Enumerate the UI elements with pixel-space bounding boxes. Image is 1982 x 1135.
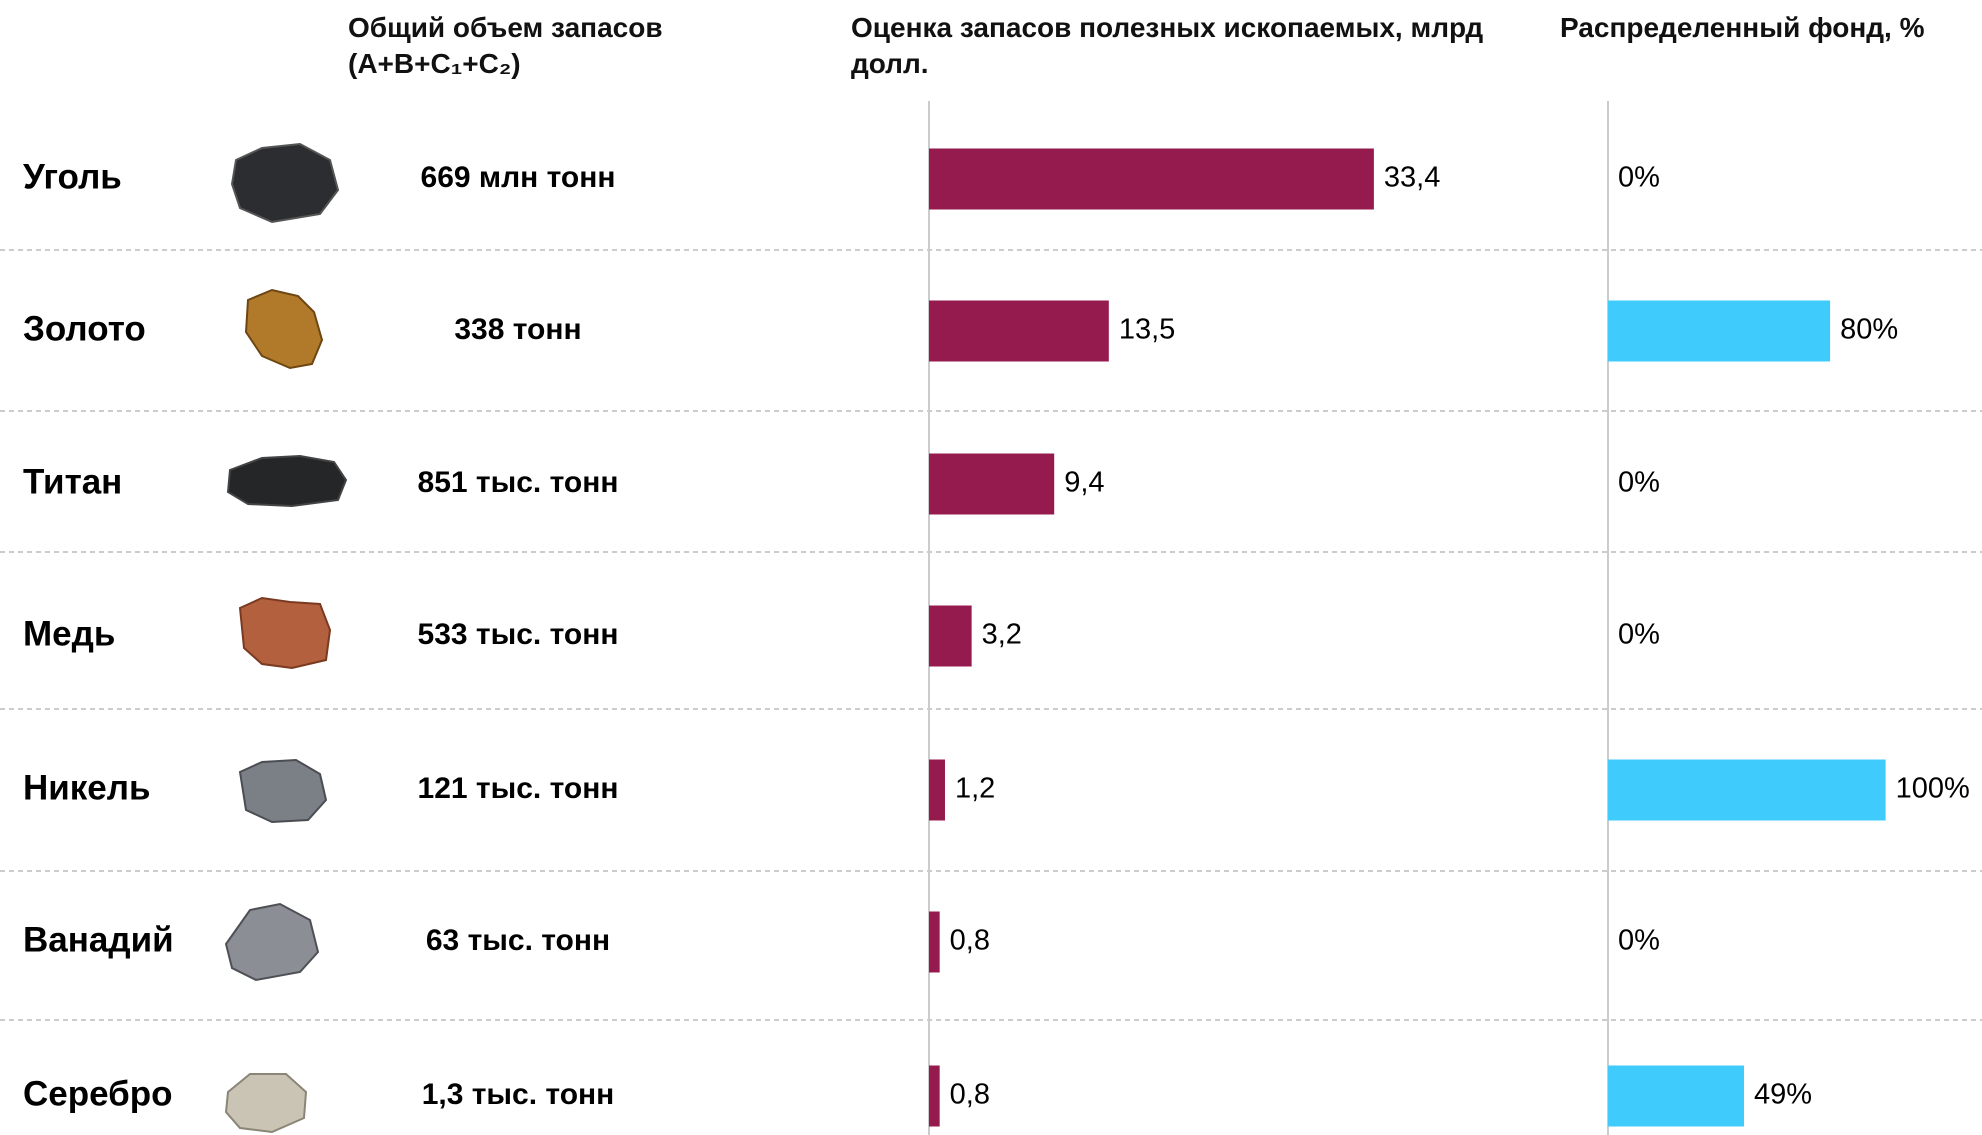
row-volume: 63 тыс. тонн: [426, 924, 610, 957]
bar: [929, 759, 945, 821]
row-name: Ванадий: [23, 920, 174, 959]
value-label: 1,2: [955, 773, 995, 805]
chart-title: Оценка запасов полезных ископаемых, млрд…: [851, 12, 1484, 79]
row-name: Никель: [23, 768, 151, 807]
nickel-icon: [238, 758, 328, 824]
row-name: Титан: [23, 462, 122, 501]
icons: [224, 142, 348, 1134]
row-name: Уголь: [23, 157, 122, 196]
vanadium-icon: [224, 902, 320, 982]
bar: [929, 605, 972, 667]
value-label: 0,8: [950, 925, 990, 957]
gold-icon: [244, 288, 324, 370]
value-label: 0%: [1618, 619, 1660, 651]
row-volume: 533 тыс. тонн: [418, 618, 619, 651]
value-label: 100%: [1896, 773, 1970, 805]
silver-icon: [224, 1073, 308, 1134]
bar: [929, 148, 1374, 210]
row-volume: 669 млн тонн: [421, 161, 616, 194]
chart-title: Распределенный фонд, %: [1560, 12, 1925, 43]
copper-icon: [238, 596, 332, 670]
value-label: 0%: [1618, 925, 1660, 957]
row-volume: 121 тыс. тонн: [418, 772, 619, 805]
bar: [929, 911, 940, 973]
value-label: 0%: [1618, 467, 1660, 499]
bar: [1608, 759, 1886, 821]
value-label: 33,4: [1384, 162, 1440, 194]
value-label: 49%: [1754, 1079, 1812, 1111]
value-label: 80%: [1840, 314, 1898, 346]
volume-header: Общий объем запасов (A+B+C₁+C₂): [348, 12, 663, 79]
value-label: 0%: [1618, 162, 1660, 194]
bar: [1608, 300, 1831, 362]
titanium-icon: [226, 454, 348, 508]
row-name: Золото: [23, 309, 146, 348]
value-label: 9,4: [1064, 467, 1104, 499]
value-label: 0,8: [950, 1079, 990, 1111]
bar: [929, 453, 1055, 515]
value-label: 3,2: [982, 619, 1022, 651]
bar: [929, 1065, 940, 1127]
row-name: Серебро: [23, 1074, 173, 1113]
row-volume: 1,3 тыс. тонн: [422, 1078, 615, 1111]
row-volume: 338 тонн: [454, 313, 581, 346]
row-name: Медь: [23, 614, 115, 653]
coal-icon: [230, 142, 340, 224]
bar: [929, 300, 1109, 362]
bar: [1608, 1065, 1745, 1127]
value-label: 13,5: [1119, 314, 1175, 346]
row-volume: 851 тыс. тонн: [418, 466, 619, 499]
